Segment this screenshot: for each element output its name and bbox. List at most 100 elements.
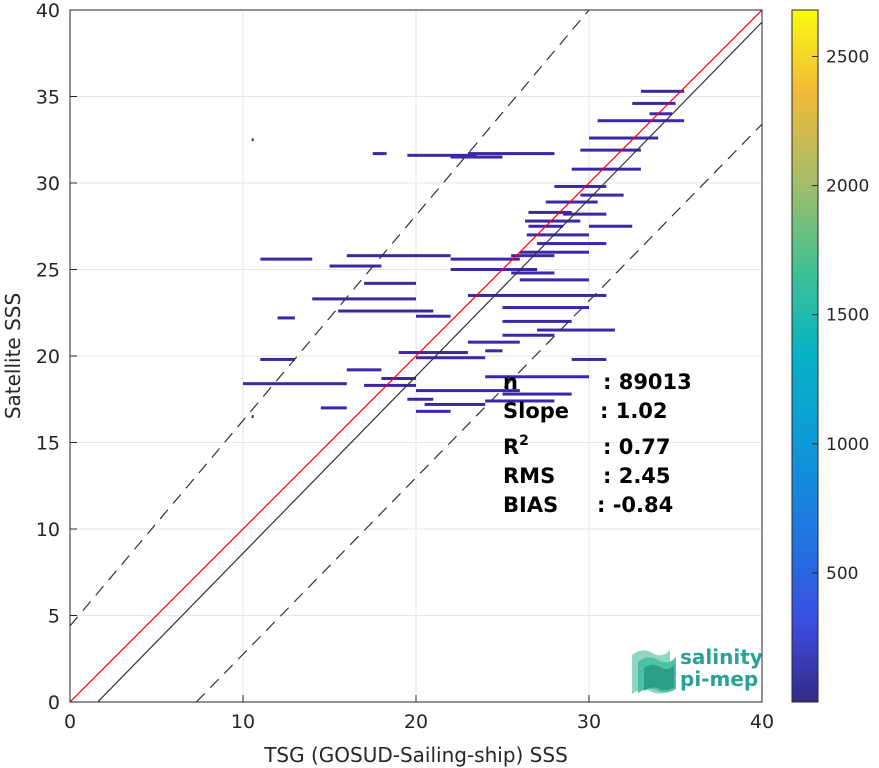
data-segment	[502, 306, 589, 310]
data-segment	[467, 293, 607, 297]
y-tick-label: 40	[36, 0, 60, 22]
logo-line1: salinity	[680, 645, 763, 669]
x-tick-label: 0	[64, 711, 76, 733]
data-segment	[580, 148, 641, 152]
data-segment	[251, 138, 254, 142]
colorbar-tick-label: 1500	[826, 306, 869, 326]
data-segment	[537, 242, 607, 246]
data-segment	[364, 281, 416, 285]
data-segments	[243, 89, 685, 419]
logo-line2: pi-mep	[680, 667, 758, 691]
data-segment	[571, 357, 607, 361]
x-tick-label: 30	[577, 711, 601, 733]
y-tick-label: 0	[48, 692, 60, 714]
stat-rms-label: RMS	[503, 464, 555, 488]
stat-n-label: n	[503, 370, 518, 394]
x-tick-label: 40	[750, 711, 774, 733]
data-segment	[649, 112, 673, 116]
data-segment	[364, 383, 416, 387]
data-segment	[528, 210, 572, 214]
data-segment	[251, 415, 254, 419]
colorbar-tick-label: 2500	[826, 47, 869, 67]
identity-line	[70, 10, 762, 702]
data-segment	[424, 402, 486, 406]
data-segment	[519, 278, 589, 282]
data-segment	[243, 382, 347, 386]
data-segment	[416, 314, 451, 318]
data-segment	[450, 155, 503, 159]
x-tick-label: 10	[231, 711, 255, 733]
data-segment	[589, 224, 633, 228]
data-segment	[554, 184, 607, 188]
y-tick-label: 25	[36, 260, 60, 282]
stat-bias-label: BIAS	[503, 493, 558, 517]
data-segment	[580, 193, 624, 197]
data-segment	[416, 389, 520, 393]
x-axis-label: TSG (GOSUD-Sailing-ship) SSS	[263, 743, 568, 767]
data-segment	[485, 349, 503, 353]
data-segment	[346, 254, 451, 258]
data-segment	[524, 219, 581, 223]
data-segment	[563, 212, 607, 216]
stats-box: n : 89013 Slope : 1.02 R2 : 0.77 RMS : 2…	[503, 370, 692, 517]
data-segment	[589, 136, 659, 140]
data-segment	[597, 119, 685, 123]
data-segment	[450, 257, 520, 261]
data-segment	[485, 399, 555, 403]
stat-slope-value: : 1.02	[600, 399, 668, 423]
data-segment	[502, 319, 572, 323]
data-segment	[381, 376, 416, 380]
data-segment	[511, 254, 555, 258]
stat-n-value: : 89013	[603, 370, 692, 394]
x-tick-label: 20	[404, 711, 428, 733]
colorbar	[792, 10, 818, 702]
data-segment	[467, 152, 555, 156]
data-segment	[632, 101, 676, 105]
x-axis-ticks: 0 10 20 30 40	[64, 695, 774, 733]
data-segment	[467, 340, 520, 344]
salinity-pi-mep-logo: salinity pi-mep	[632, 645, 763, 694]
stat-slope-label: Slope	[503, 399, 569, 423]
data-segment	[416, 356, 486, 360]
y-axis-ticks: 0 5 10 15 20 25 30 35 40	[36, 0, 77, 714]
data-segment	[329, 264, 382, 268]
data-segment	[260, 257, 313, 261]
data-segment	[416, 409, 451, 413]
data-segment	[312, 297, 416, 301]
colorbar-frame	[791, 9, 819, 703]
data-segment	[571, 167, 641, 171]
stat-rms-value: : 2.45	[603, 464, 671, 488]
data-segment	[260, 357, 295, 361]
reference-lines	[70, 10, 762, 702]
data-segment	[502, 392, 572, 396]
data-segment	[407, 153, 477, 157]
y-tick-label: 10	[36, 519, 60, 541]
data-segment	[537, 328, 615, 332]
colorbar-ticks: 500 1000 1500 2000 2500	[812, 47, 869, 584]
data-segment	[511, 271, 555, 275]
upper-bound-line	[70, 10, 590, 627]
lower-bound-line	[195, 123, 762, 702]
stat-r2-value: : 0.77	[603, 435, 671, 459]
data-segment	[407, 397, 434, 401]
regression-line	[97, 21, 762, 702]
data-segment	[545, 200, 598, 204]
colorbar-tick-label: 1000	[826, 435, 869, 455]
data-segment	[398, 351, 468, 355]
colorbar-tick-label: 500	[826, 564, 858, 584]
y-tick-label: 15	[36, 433, 60, 455]
data-segment	[372, 152, 387, 156]
colorbar-tick-label: 2000	[826, 177, 869, 197]
data-segment	[346, 368, 382, 372]
data-segment	[320, 406, 347, 410]
stat-bias-value: : -0.84	[597, 493, 673, 517]
y-tick-label: 20	[36, 346, 60, 368]
y-axis-label: Satellite SSS	[1, 293, 25, 419]
logo-waves-icon	[632, 650, 676, 694]
data-segment	[502, 333, 555, 337]
y-tick-label: 35	[36, 87, 60, 109]
data-segment	[640, 89, 685, 93]
y-tick-label: 5	[48, 606, 60, 628]
data-segment	[485, 375, 589, 379]
